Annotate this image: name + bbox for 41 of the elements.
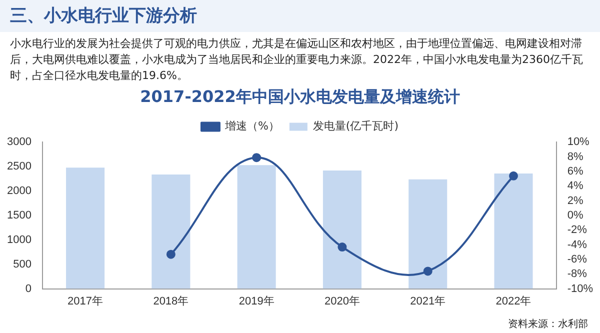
y-tick-label: 1500 (6, 210, 32, 222)
bar (494, 173, 533, 289)
bar (408, 179, 448, 289)
y2-tick-label: -2% (567, 224, 588, 236)
x-tick-label: 2022年 (496, 295, 532, 308)
y2-tick-label: 2% (567, 194, 584, 207)
bar (237, 165, 276, 289)
x-tick-label: 2018年 (153, 295, 189, 308)
x-tick-label: 2019年 (238, 295, 274, 308)
y-tick-label: 2000 (6, 185, 32, 198)
point (423, 266, 432, 276)
bar (152, 174, 190, 289)
y2-tick-label: -4% (567, 238, 588, 251)
y2-tick-label: 0% (567, 210, 584, 222)
point (338, 242, 347, 252)
y-tick-label: 500 (13, 258, 32, 270)
text: 小水电行业的发展为社会提供了可观的电力供应，尤其是在偏远山区和农村地区，由于地理位置偏远、电网建设相对滞后，大电网供电难以覆盖，小水电成为了当地居民和企业的重要电力来源。2022年，中国小水电发电量为2360亿千瓦时，占全口径水电发电量的19.6%。 (9, 36, 584, 84)
y2-tick-label: -10% (567, 282, 594, 295)
x-tick-label: 2021年 (410, 295, 446, 308)
legend-label: 增速（%） (224, 120, 280, 133)
y2-tick-label: 8% (567, 150, 584, 163)
legend-label: 发电量(亿千瓦时) (312, 120, 399, 133)
point (252, 153, 262, 162)
chart-title: 2017-2022年中国小水电发电量及增速统计 (140, 86, 460, 106)
y2-tick-label: 6% (567, 166, 584, 178)
text: 资料来源：水利部 (508, 318, 588, 331)
y-tick-label: 0 (25, 282, 32, 295)
y2-tick-label: -8% (567, 268, 588, 280)
x-tick-label: 2020年 (324, 295, 360, 308)
y-tick-label: 2500 (6, 160, 32, 173)
bar (322, 170, 362, 289)
point (509, 171, 518, 180)
y2-tick-label: -6% (567, 254, 588, 266)
bar (66, 168, 105, 289)
x-tick-label: 2017年 (68, 295, 104, 308)
y-tick-label: 1000 (6, 234, 32, 246)
y2-tick-label: 10% (567, 136, 590, 148)
point (166, 250, 176, 259)
y-tick-label: 3000 (6, 136, 32, 148)
y2-tick-label: 4% (567, 180, 584, 192)
text: 三、小水电行业下游分析 (0, 0, 600, 32)
